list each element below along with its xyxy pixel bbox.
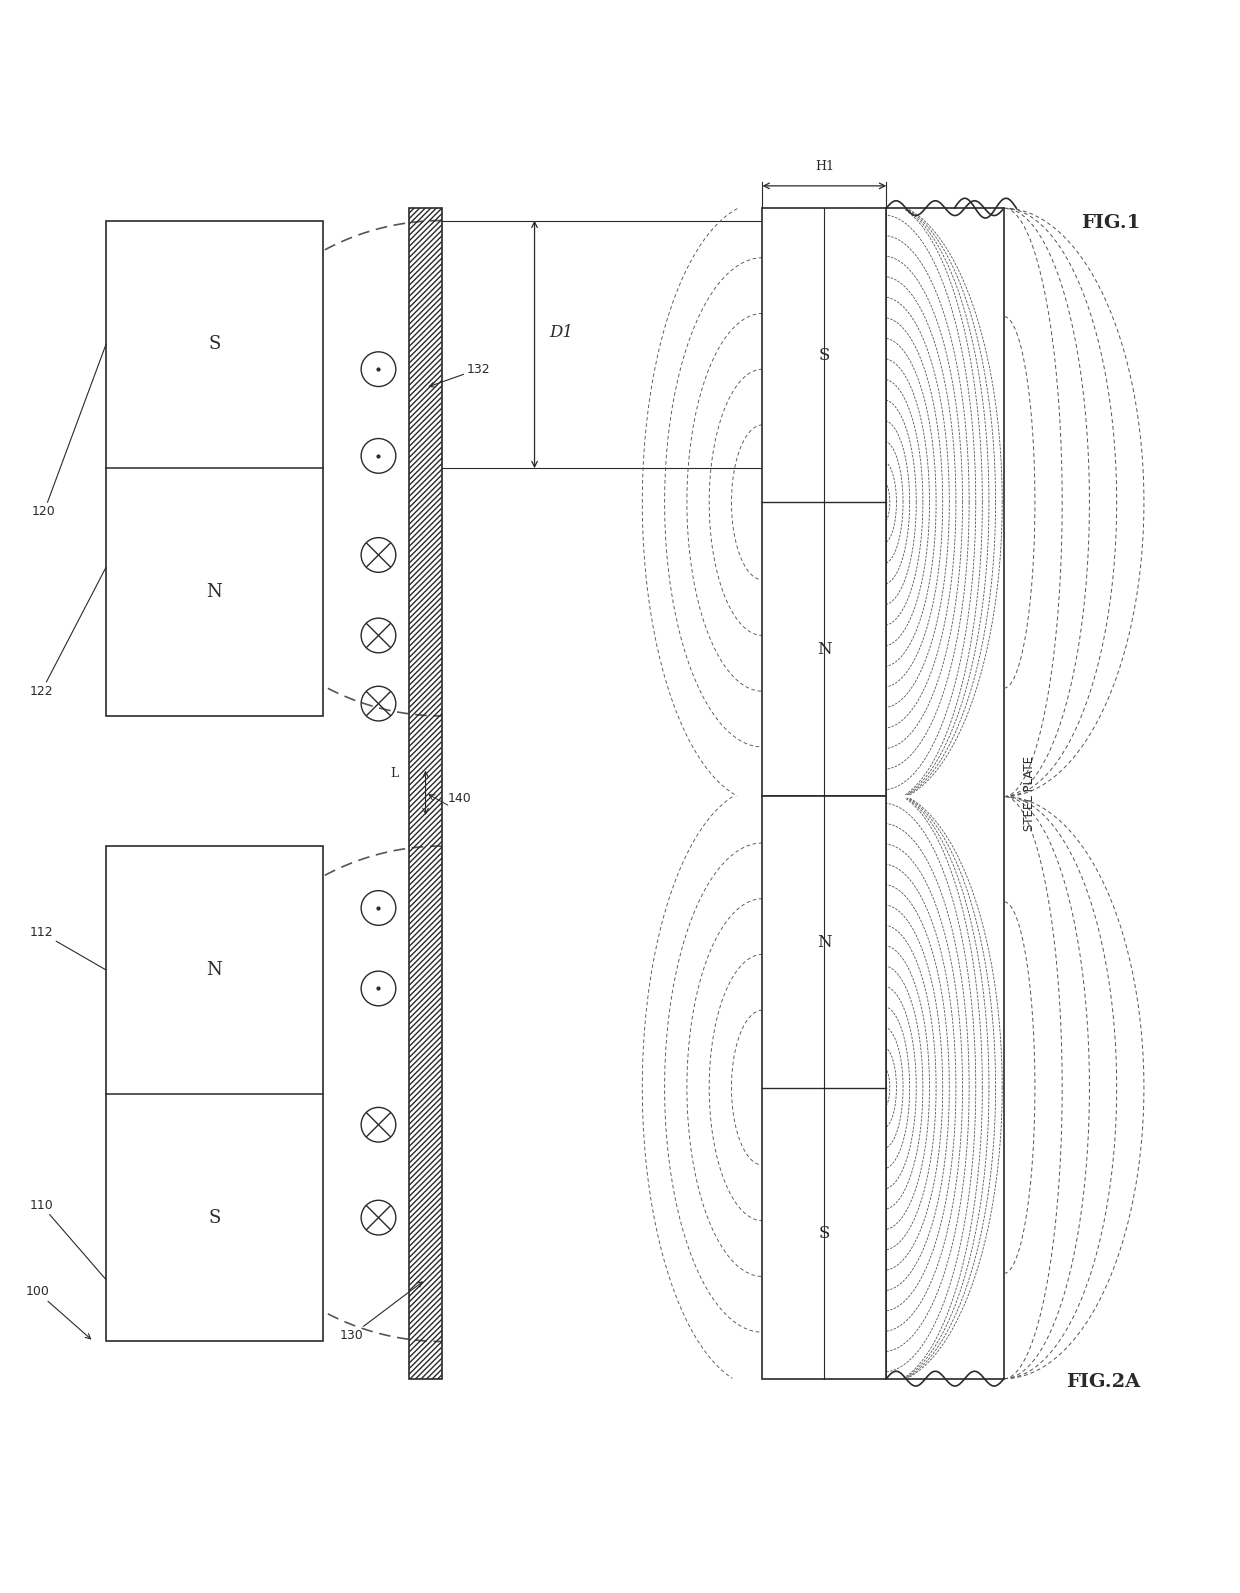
Text: N: N xyxy=(207,583,222,601)
Text: S: S xyxy=(818,347,830,363)
Bar xyxy=(887,209,1004,1378)
Bar xyxy=(105,220,322,715)
Text: FIG.2A: FIG.2A xyxy=(1066,1373,1141,1391)
Text: 112: 112 xyxy=(30,926,105,970)
Text: N: N xyxy=(817,933,832,951)
Bar xyxy=(105,846,322,1341)
Text: S: S xyxy=(208,1209,221,1227)
Text: D1: D1 xyxy=(549,323,573,341)
Bar xyxy=(763,209,887,796)
Text: 140: 140 xyxy=(448,792,471,806)
Text: N: N xyxy=(817,640,832,658)
Text: H1: H1 xyxy=(815,161,833,174)
Text: 110: 110 xyxy=(30,1200,105,1279)
Text: 130: 130 xyxy=(340,1282,423,1343)
Bar xyxy=(763,796,887,1378)
Text: S: S xyxy=(208,336,221,354)
Text: 120: 120 xyxy=(32,344,105,518)
Text: STEEL PLATE: STEEL PLATE xyxy=(1023,755,1035,832)
Text: 132: 132 xyxy=(429,363,490,387)
Text: S: S xyxy=(818,1225,830,1241)
Bar xyxy=(409,209,441,1378)
Text: FIG.1: FIG.1 xyxy=(1081,215,1141,233)
Text: 122: 122 xyxy=(30,567,105,698)
Text: N: N xyxy=(207,961,222,980)
Text: L: L xyxy=(391,768,399,781)
Text: 100: 100 xyxy=(26,1286,91,1338)
